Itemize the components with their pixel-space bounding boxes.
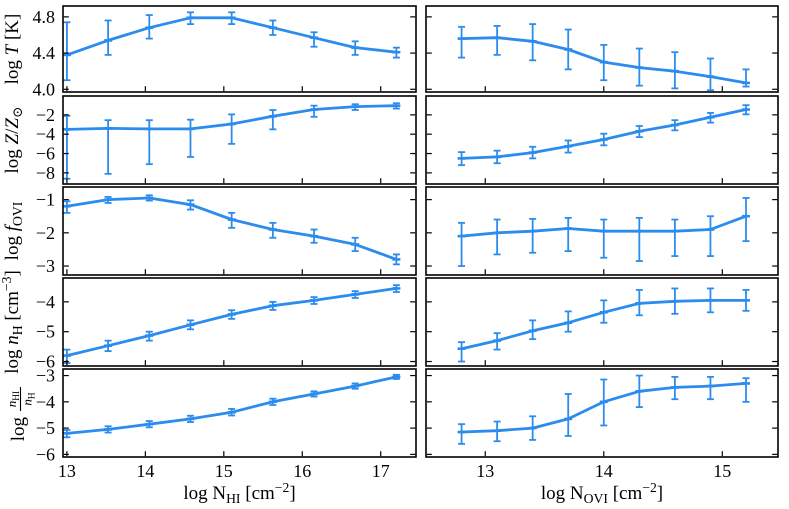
panel-logT-vs-NOVI — [457, 23, 750, 92]
y-axis-label: log T [K] — [2, 14, 23, 85]
panel-logZ-vs-NHI — [63, 102, 401, 180]
y-tick-label: −3 — [36, 366, 55, 386]
panel-lognH-vs-NOVI — [457, 287, 750, 363]
y-tick-label: −4 — [36, 292, 55, 312]
panel-border — [425, 277, 779, 367]
fraction-prefix: log — [8, 417, 29, 442]
y-tick-label: −4 — [36, 392, 55, 412]
x-tick-label: 13 — [58, 461, 76, 481]
panel-border — [62, 368, 417, 458]
x-tick-label: 13 — [476, 461, 494, 481]
panel-logfHI-vs-NHI — [63, 373, 401, 439]
panel-logZ-vs-NOVI — [457, 104, 750, 167]
y-tick-label: −6 — [36, 144, 55, 164]
x-axis-label: log NHI [cm−2] — [183, 480, 295, 506]
x-axis-label: log NOVI [cm−2] — [541, 480, 663, 506]
y-tick-label: −4 — [36, 124, 55, 144]
y-axis-label: log fOVI — [2, 201, 25, 260]
y-tick-label: 4.8 — [33, 7, 56, 27]
y-tick-label: −6 — [36, 352, 55, 372]
fraction-denominator: nH — [20, 392, 38, 406]
fraction-numerator: nHI — [4, 391, 22, 407]
x-tick-label: 15 — [713, 461, 731, 481]
y-tick-label: −2 — [36, 223, 55, 243]
y-axis-label: log Z/Z⊙ — [2, 107, 25, 174]
x-tick-label: 16 — [293, 461, 311, 481]
y-axis-label: log nH [cm−3] — [0, 270, 25, 374]
panel-logfOVI-vs-NHI — [63, 194, 401, 266]
panel-border — [62, 5, 417, 93]
y-tick-label: −3 — [36, 256, 55, 276]
y-tick-label: −1 — [36, 190, 55, 210]
panel-logfOVI-vs-NOVI — [457, 197, 750, 267]
y-tick-label: −6 — [36, 444, 55, 464]
x-tick-label: 17 — [372, 461, 390, 481]
panel-border — [62, 95, 417, 185]
panel-logT-vs-NHI — [63, 11, 401, 82]
panel-logfHI-vs-NOVI — [457, 374, 750, 445]
y-tick-label: −2 — [36, 105, 55, 125]
panel-lognH-vs-NHI — [63, 284, 401, 364]
panel-border — [62, 277, 417, 367]
panel-border — [62, 186, 417, 276]
x-tick-label: 14 — [136, 461, 154, 481]
y-tick-label: −8 — [36, 163, 55, 183]
panel-border — [425, 5, 779, 93]
x-tick-label: 14 — [595, 461, 613, 481]
panel-border — [425, 95, 779, 185]
y-tick-label: −5 — [36, 418, 55, 438]
y-tick-label: 4.4 — [33, 43, 56, 63]
y-tick-label: −5 — [36, 322, 55, 342]
panel-border — [425, 368, 779, 458]
y-tick-label: 4.0 — [33, 79, 56, 99]
x-tick-label: 15 — [215, 461, 233, 481]
panel-border — [425, 186, 779, 276]
